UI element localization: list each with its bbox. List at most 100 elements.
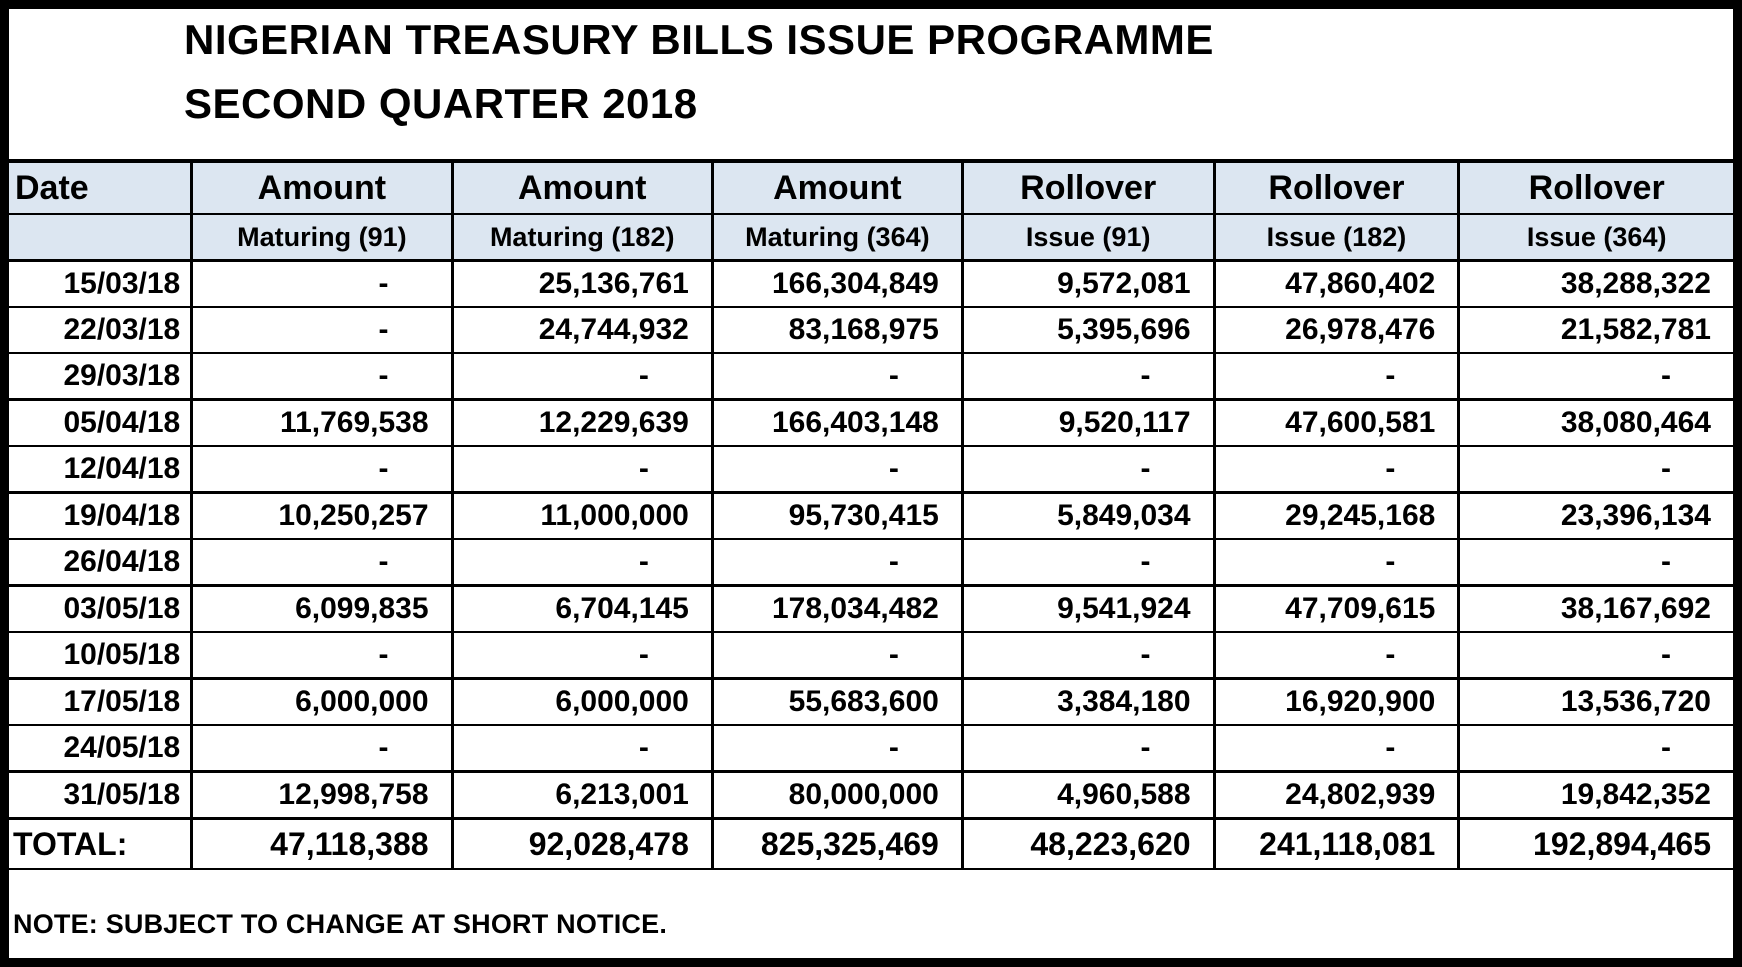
empty-value-cell: - xyxy=(1214,353,1461,401)
note-text: NOTE: SUBJECT TO CHANGE AT SHORT NOTICE. xyxy=(13,909,668,939)
empty-value-cell: - xyxy=(1214,725,1461,773)
table-row: 26/04/18- - - - - - xyxy=(9,539,1733,587)
value-cell: 11,769,538 xyxy=(191,399,454,447)
col-subheader-maturing-182: Maturing (182) xyxy=(452,214,714,262)
date-cell: 29/03/18 xyxy=(9,353,194,401)
total-value-maturing-182: 92,028,478 xyxy=(452,817,714,870)
empty-value-cell: - xyxy=(1458,539,1733,587)
col-header-amount-364: Amount xyxy=(712,161,964,215)
total-label: TOTAL: xyxy=(9,817,194,870)
table-row: 31/05/18 12,998,758 6,213,001 80,000,000 4,9… xyxy=(9,771,1733,820)
empty-value-cell: - xyxy=(712,353,964,401)
date-cell: 03/05/18 xyxy=(9,585,194,633)
date-cell: 15/03/18 xyxy=(9,260,194,308)
empty-value-cell: - xyxy=(962,725,1216,773)
date-cell: 05/04/18 xyxy=(9,399,194,447)
value-cell: 47,709,615 xyxy=(1214,585,1461,633)
empty-value-cell: - xyxy=(191,725,454,773)
col-header-rollover-364: Rollover xyxy=(1458,161,1733,215)
value-cell: 6,000,000 xyxy=(191,678,454,726)
value-cell: 24,744,932 xyxy=(452,307,714,354)
col-header-rollover-182: Rollover xyxy=(1214,161,1461,215)
empty-value-cell: - xyxy=(191,353,454,401)
value-cell: 23,396,134 xyxy=(1458,492,1733,540)
value-cell: 5,395,696 xyxy=(962,307,1216,354)
value-cell: 21,582,781 xyxy=(1458,307,1733,354)
value-cell: 12,998,758 xyxy=(191,771,454,820)
empty-value-cell: - xyxy=(452,446,714,494)
date-cell: 10/05/18 xyxy=(9,632,194,680)
empty-value-cell: - xyxy=(712,632,964,680)
value-cell: 9,520,117 xyxy=(962,399,1216,447)
date-cell: 12/04/18 xyxy=(9,446,194,494)
date-cell: 17/05/18 xyxy=(9,678,194,726)
treasury-bills-table: Date Amount Amount Amount Rollover Rollo… xyxy=(9,159,1733,870)
value-cell: 6,099,835 xyxy=(191,585,454,633)
empty-value-cell: - xyxy=(452,539,714,587)
value-cell: 10,250,257 xyxy=(191,492,454,540)
header-row-main: Date Amount Amount Amount Rollover Rollo… xyxy=(9,161,1733,215)
footer-area: NOTE: SUBJECT TO CHANGE AT SHORT NOTICE. xyxy=(9,870,1733,958)
col-header-rollover-91: Rollover xyxy=(962,161,1216,215)
table-row: 15/03/18-25,136,761 166,304,849 9,572,081 4… xyxy=(9,260,1733,308)
value-cell: 25,136,761 xyxy=(452,260,714,308)
empty-value-cell: - xyxy=(191,260,454,308)
empty-value-cell: - xyxy=(962,353,1216,401)
value-cell: 5,849,034 xyxy=(962,492,1216,540)
value-cell: 6,000,000 xyxy=(452,678,714,726)
empty-value-cell: - xyxy=(712,446,964,494)
date-cell: 31/05/18 xyxy=(9,771,194,820)
empty-value-cell: - xyxy=(1458,446,1733,494)
value-cell: 38,167,692 xyxy=(1458,585,1733,633)
col-subheader-issue-364: Issue (364) xyxy=(1458,214,1733,262)
empty-value-cell: - xyxy=(962,446,1216,494)
empty-value-cell: - xyxy=(191,632,454,680)
value-cell: 9,572,081 xyxy=(962,260,1216,308)
empty-value-cell: - xyxy=(452,353,714,401)
table-row: 24/05/18- - - - - - xyxy=(9,725,1733,773)
value-cell: 80,000,000 xyxy=(712,771,964,820)
col-header-amount-91: Amount xyxy=(191,161,454,215)
empty-value-cell: - xyxy=(1458,725,1733,773)
col-header-date: Date xyxy=(9,161,194,215)
value-cell: 11,000,000 xyxy=(452,492,714,540)
empty-value-cell: - xyxy=(962,539,1216,587)
col-subheader-maturing-364: Maturing (364) xyxy=(712,214,964,262)
col-subheader-maturing-91: Maturing (91) xyxy=(191,214,454,262)
empty-value-cell: - xyxy=(962,632,1216,680)
value-cell: 47,860,402 xyxy=(1214,260,1461,308)
table-row: 10/05/18- - - - - - xyxy=(9,632,1733,680)
col-header-amount-182: Amount xyxy=(452,161,714,215)
value-cell: 19,842,352 xyxy=(1458,771,1733,820)
col-subheader-empty xyxy=(9,214,194,262)
empty-value-cell: - xyxy=(1214,539,1461,587)
value-cell: 166,304,849 xyxy=(712,260,964,308)
value-cell: 6,213,001 xyxy=(452,771,714,820)
total-value-maturing-91: 47,118,388 xyxy=(191,817,454,870)
value-cell: 24,802,939 xyxy=(1214,771,1461,820)
date-cell: 22/03/18 xyxy=(9,307,194,354)
total-value-issue-91: 48,223,620 xyxy=(962,817,1216,870)
value-cell: 38,080,464 xyxy=(1458,399,1733,447)
date-cell: 24/05/18 xyxy=(9,725,194,773)
value-cell: 6,704,145 xyxy=(452,585,714,633)
total-row: TOTAL: 47,118,388 92,028,478 825,325,469… xyxy=(9,817,1733,870)
table-row: 19/04/18 10,250,257 11,000,000 95,730,415 5,… xyxy=(9,492,1733,540)
value-cell: 29,245,168 xyxy=(1214,492,1461,540)
value-cell: 26,978,476 xyxy=(1214,307,1461,354)
value-cell: 55,683,600 xyxy=(712,678,964,726)
col-subheader-issue-182: Issue (182) xyxy=(1214,214,1461,262)
date-cell: 19/04/18 xyxy=(9,492,194,540)
table-row: 05/04/18 11,769,538 12,229,639 166,403,148 9… xyxy=(9,399,1733,447)
header-row-sub: Maturing (91) Maturing (182) Maturing (3… xyxy=(9,214,1733,262)
table-row: 17/05/18 6,000,000 6,000,000 55,683,600 3,38… xyxy=(9,678,1733,726)
value-cell: 9,541,924 xyxy=(962,585,1216,633)
value-cell: 12,229,639 xyxy=(452,399,714,447)
value-cell: 38,288,322 xyxy=(1458,260,1733,308)
empty-value-cell: - xyxy=(712,539,964,587)
value-cell: 47,600,581 xyxy=(1214,399,1461,447)
document-title: NIGERIAN TREASURY BILLS ISSUE PROGRAMME xyxy=(184,16,1214,63)
empty-value-cell: - xyxy=(452,725,714,773)
empty-value-cell: - xyxy=(712,725,964,773)
